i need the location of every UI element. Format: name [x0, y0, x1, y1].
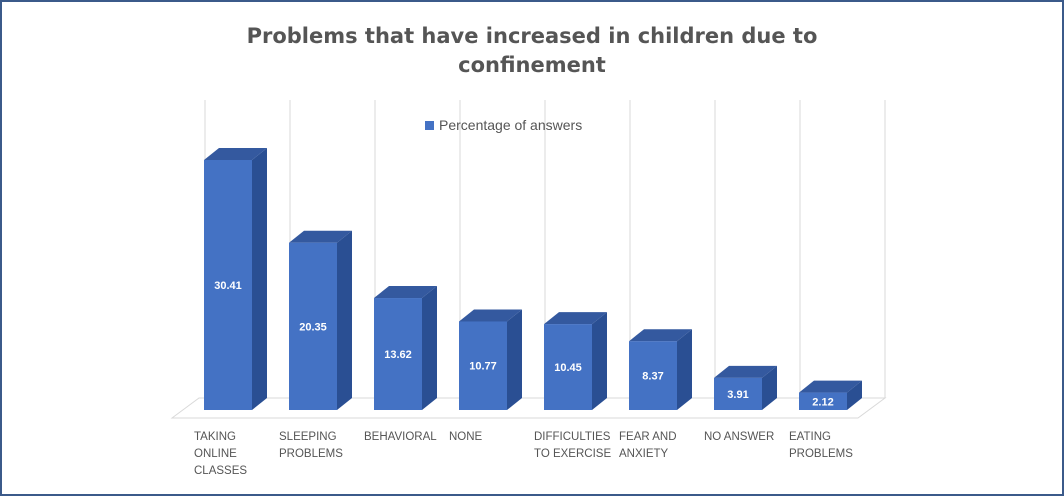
bar-front [204, 160, 252, 410]
data-label: 10.45 [554, 362, 582, 374]
category-label: PROBLEMS [789, 448, 853, 460]
bar-side [337, 230, 352, 410]
bar-front [544, 324, 592, 410]
bar-1: 30.41 [204, 148, 267, 410]
bar-top [799, 380, 862, 393]
category-label: TAKING [194, 431, 236, 443]
bar-top [629, 329, 692, 342]
legend-swatch [425, 121, 434, 130]
category-label: NO ANSWER [704, 431, 774, 443]
bar-6: 8.37 [629, 329, 692, 410]
bar-side [677, 329, 692, 410]
data-label: 8.37 [642, 371, 663, 383]
bar-top [204, 148, 267, 160]
category-label: BEHAVIORAL [364, 431, 437, 443]
category-label: TO EXERCISE [534, 448, 611, 460]
data-label: 13.62 [384, 349, 412, 361]
category-label: ONLINE [194, 448, 237, 460]
legend: Percentage of answers [425, 117, 582, 133]
bar-side [847, 380, 862, 410]
data-label: 2.12 [812, 396, 833, 408]
bar-side [422, 286, 437, 410]
bar-top [374, 286, 437, 299]
bar-3: 13.62 [374, 286, 437, 410]
category-label: DIFFICULTIES [534, 431, 611, 443]
bar-side [762, 365, 777, 410]
bar-top [289, 230, 352, 243]
bar-front [374, 298, 422, 410]
bar-front [714, 377, 762, 410]
chart-title: Problems that have increased in children… [0, 22, 1064, 80]
category-label: NONE [449, 431, 483, 443]
chart-title-line-1: Problems that have increased in children… [246, 24, 818, 48]
data-label: 10.77 [469, 361, 497, 373]
bars: 30.41 20.35 13.62 10.77 10.45 8.37 3.91 2.12 [204, 148, 862, 410]
bar-top [544, 312, 607, 325]
bar-8: 2.12 [799, 380, 862, 410]
legend-label: Percentage of answers [439, 117, 582, 133]
bar-top [459, 309, 522, 322]
category-label: SLEEPING [279, 431, 337, 443]
chart-title-line-2: confinement [458, 53, 606, 77]
data-label: 3.91 [727, 389, 748, 401]
bar-top [714, 365, 777, 378]
category-label: CLASSES [194, 465, 247, 477]
chart-floor-plane [170, 397, 887, 419]
category-label: PROBLEMS [279, 448, 343, 460]
category-label: EATING [789, 431, 831, 443]
data-label: 20.35 [299, 321, 327, 333]
bar-4: 10.77 [459, 309, 522, 410]
bar-2: 20.35 [289, 230, 352, 410]
bar-7: 3.91 [714, 365, 777, 410]
category-label: FEAR AND [619, 431, 677, 443]
bar-front [459, 321, 507, 410]
data-label: 30.41 [214, 280, 242, 292]
bar-front [289, 242, 337, 410]
bar-side [592, 312, 607, 410]
category-label: ANXIETY [619, 448, 669, 460]
bar-front [799, 392, 847, 410]
bar-5: 10.45 [544, 312, 607, 410]
bar-side [507, 309, 522, 410]
bar-side [252, 148, 267, 410]
x-axis-labels: TAKING ONLINE CLASSES SLEEPING PROBLEMS BEHAV… [194, 431, 853, 477]
chart-floor [170, 397, 887, 419]
bar-front [629, 341, 677, 410]
